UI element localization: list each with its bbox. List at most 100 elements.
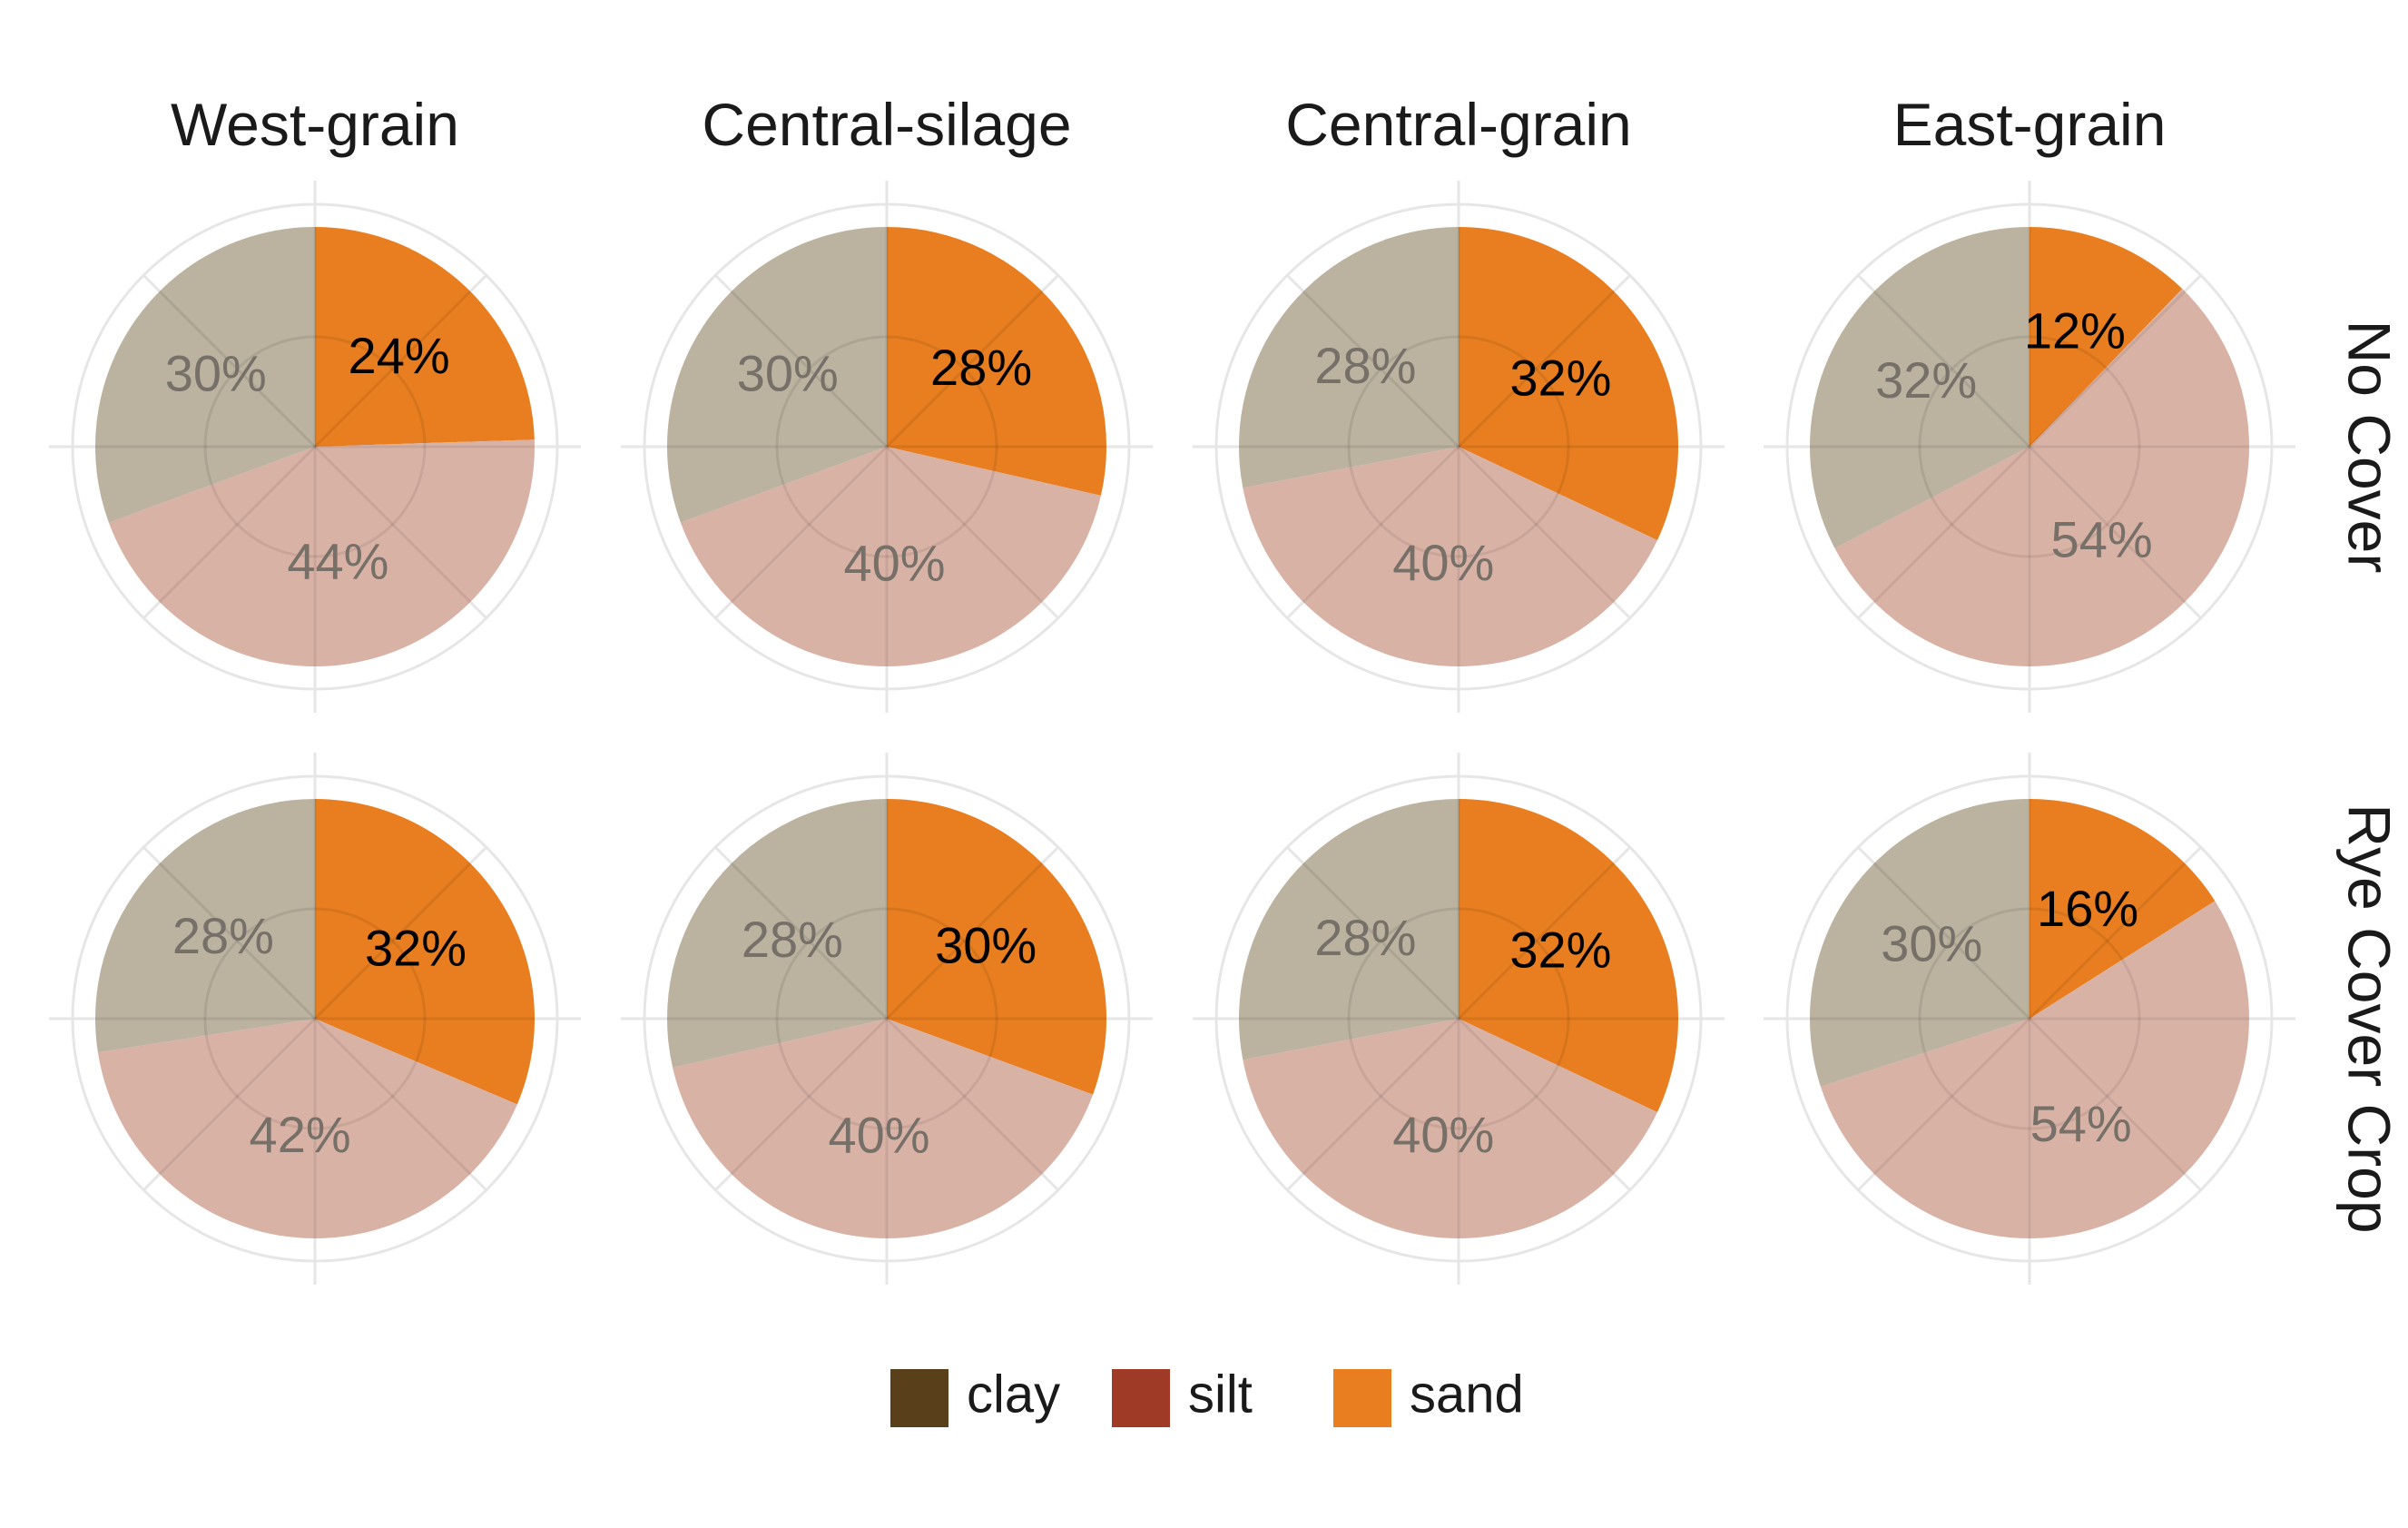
column-title-central-grain: Central-grain [1285, 91, 1632, 158]
label-sand: 12% [2024, 301, 2126, 359]
label-sand: 32% [1509, 349, 1611, 406]
grid-ring-inner [203, 907, 427, 1130]
grid-ring-inner [1918, 907, 2141, 1130]
grid-spoke-inner [1872, 290, 2031, 449]
label-silt: 40% [843, 535, 945, 592]
grid-spoke-inner [1457, 1017, 1616, 1176]
legend: clay silt sand [890, 1365, 1524, 1427]
grid-spoke-inner [158, 290, 317, 449]
slice-clay [666, 227, 887, 523]
label-sand: 32% [1509, 921, 1611, 978]
label-clay: 28% [1314, 909, 1416, 966]
grid-spoke-inner [158, 862, 317, 1020]
slice-sand [1459, 227, 1679, 541]
slice-silt [680, 447, 1101, 666]
grid-spoke-inner [885, 445, 1044, 604]
label-sand: 24% [349, 327, 450, 384]
slice-silt [1820, 901, 2249, 1238]
slice-silt [1243, 447, 1657, 666]
label-clay: 30% [737, 345, 839, 402]
grid-spoke-inner [1302, 290, 1460, 449]
label-clay: 28% [742, 911, 843, 968]
label-clay: 30% [165, 345, 267, 402]
grid-spoke-inner [730, 1017, 889, 1176]
slice-clay [1809, 799, 2030, 1087]
label-clay: 28% [1314, 337, 1416, 394]
label-clay: 32% [1875, 351, 1977, 409]
grid-spoke-inner [1457, 290, 1616, 449]
grid-spoke-inner [1302, 1017, 1460, 1176]
label-sand: 28% [930, 339, 1032, 396]
legend-label-clay: clay [967, 1365, 1060, 1424]
grid-spoke-inner [1872, 445, 2031, 604]
grid-ring-inner [1347, 907, 1570, 1130]
legend-swatch-sand [1333, 1369, 1391, 1427]
slice-sand [315, 227, 535, 447]
label-silt: 40% [1392, 1106, 1494, 1163]
grid-spoke-inner [313, 862, 472, 1020]
slice-clay [1239, 227, 1459, 488]
legend-label-silt: silt [1188, 1365, 1253, 1424]
grid-spoke-inner [313, 1017, 472, 1176]
slice-sand [887, 799, 1107, 1095]
grid-spoke-inner [1302, 445, 1460, 604]
pie-rye-cover-crop-west-grain: 32% 42% 28% [49, 753, 581, 1285]
slice-silt [1834, 289, 2249, 666]
grid-ring-inner [1918, 335, 2141, 558]
column-title-central-silage: Central-silage [702, 91, 1071, 158]
label-silt: 54% [2051, 510, 2153, 567]
grid-spoke-inner [885, 1017, 1044, 1176]
pie-rye-cover-crop-central-silage: 30% 40% 28% [621, 753, 1153, 1285]
pie-no-cover-west-grain: 24% 44% 30% [49, 181, 581, 713]
grid-spoke-inner [313, 445, 472, 604]
grid-ring-inner [1347, 335, 1570, 558]
legend-swatch-silt [1112, 1369, 1170, 1427]
grid-spoke-inner [885, 862, 1044, 1020]
slice-silt [97, 1019, 517, 1239]
slice-clay [1239, 799, 1459, 1060]
pie-rye-cover-crop-central-grain: 32% 40% 28% [1193, 753, 1725, 1285]
label-clay: 28% [172, 907, 274, 964]
label-sand: 30% [935, 917, 1037, 974]
grid-spoke-inner [158, 445, 317, 604]
grid-spoke-inner [2028, 1017, 2187, 1176]
legend-label-sand: sand [1410, 1365, 1524, 1424]
grid-ring-inner [203, 335, 427, 558]
slice-sand [1459, 799, 1679, 1113]
legend-swatch-clay [890, 1369, 948, 1427]
grid-spoke-inner [1872, 1017, 2031, 1176]
grid-spoke-inner [1457, 445, 1616, 604]
slice-clay [94, 799, 315, 1053]
slice-silt [108, 439, 536, 667]
grid-spoke-inner [730, 445, 889, 604]
label-silt: 40% [828, 1107, 929, 1164]
row-title-rye-cover-crop: Rye Cover Crop [2336, 803, 2403, 1233]
pie-no-cover-central-grain: 32% 40% 28% [1193, 181, 1725, 713]
slice-clay [667, 799, 887, 1068]
label-silt: 44% [287, 532, 388, 589]
row-title-no-cover: No Cover [2336, 320, 2403, 574]
grid-spoke-inner [158, 1017, 317, 1176]
pie-rye-cover-crop-east-grain: 16% 54% 30% [1764, 753, 2295, 1285]
grid-spoke-inner [1302, 862, 1460, 1020]
label-sand: 16% [2037, 880, 2138, 937]
label-clay: 30% [1881, 915, 1982, 972]
column-title-west-grain: West-grain [171, 91, 459, 158]
grid-spoke-inner [885, 290, 1044, 449]
label-silt: 54% [2030, 1095, 2132, 1152]
grid-spoke-inner [1872, 862, 2031, 1020]
pie-no-cover-central-silage: 28% 40% 30% [621, 181, 1153, 713]
pie-no-cover-east-grain: 12% 54% 32% [1764, 181, 2295, 713]
slice-silt [1243, 1019, 1657, 1238]
label-sand: 32% [365, 919, 467, 976]
grid-spoke-inner [730, 862, 889, 1020]
label-silt: 42% [250, 1106, 351, 1163]
grid-spoke-inner [1457, 862, 1616, 1020]
slice-clay [1809, 226, 2030, 548]
slice-sand [315, 799, 536, 1105]
grid-spoke-inner [313, 290, 472, 449]
slice-sand [887, 227, 1106, 496]
column-title-east-grain: East-grain [1893, 91, 2167, 158]
slice-clay [94, 227, 315, 523]
